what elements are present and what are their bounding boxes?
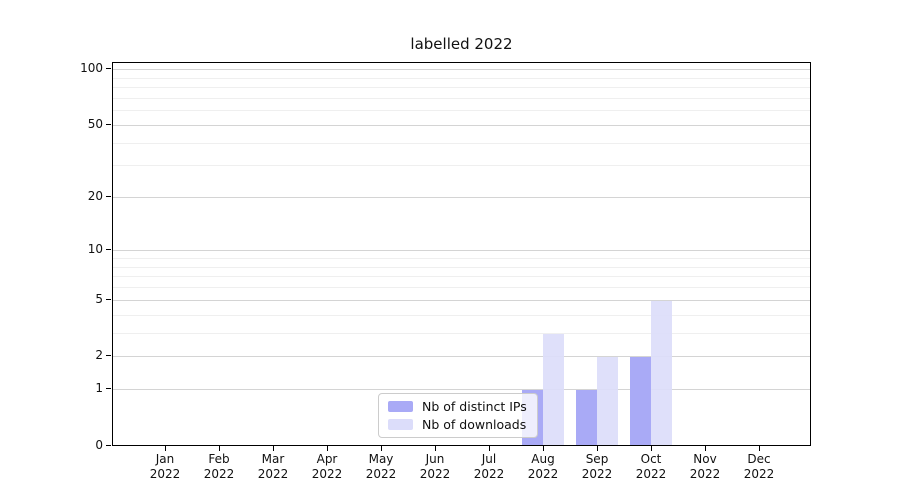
x-tick-label: Aug 2022 [513, 452, 573, 482]
x-tick-month: Feb [208, 452, 230, 466]
legend-item-distinct-ips: Nb of distinct IPs [388, 399, 527, 414]
x-tick-label: Nov 2022 [675, 452, 735, 482]
x-tick-year: 2022 [311, 467, 343, 481]
y-axis-tick [106, 196, 111, 198]
legend-label-downloads: Nb of downloads [422, 417, 527, 432]
x-tick-year: 2022 [527, 467, 559, 481]
legend: Nb of distinct IPs Nb of downloads [378, 393, 538, 438]
y-axis-tick [106, 68, 111, 69]
gridline-minor [113, 165, 810, 167]
y-axis-tick [106, 355, 111, 357]
y-tick-label: 0 [95, 438, 103, 452]
gridline-major [113, 124, 810, 126]
x-tick-year: 2022 [581, 467, 613, 481]
x-axis-tick [435, 446, 436, 451]
gridline-minor [113, 266, 810, 268]
y-tick-label: 20 [87, 189, 103, 204]
gridline-minor [113, 287, 810, 289]
x-tick-month: Jun [425, 452, 445, 466]
legend-swatch-distinct-ips [388, 401, 413, 412]
x-tick-month: Jul [481, 452, 497, 466]
x-tick-label: May 2022 [351, 452, 411, 482]
x-tick-month: Dec [747, 452, 771, 466]
x-tick-month: Oct [640, 452, 662, 466]
gridline-major [113, 197, 810, 199]
x-tick-year: 2022 [203, 467, 235, 481]
legend-item-downloads: Nb of downloads [388, 417, 527, 432]
gridline-minor [113, 77, 810, 79]
x-tick-year: 2022 [365, 467, 397, 481]
x-tick-label: Jul 2022 [459, 452, 519, 482]
x-tick-month: Apr [316, 452, 338, 466]
x-axis-tick [219, 446, 220, 451]
x-tick-year: 2022 [689, 467, 721, 481]
x-tick-label: Oct 2022 [621, 452, 681, 482]
x-tick-label: Apr 2022 [297, 452, 357, 482]
gridline-minor [113, 314, 810, 316]
gridline-major [113, 69, 810, 70]
x-tick-year: 2022 [419, 467, 451, 481]
x-axis-tick [165, 446, 166, 451]
x-tick-month: Aug [531, 452, 555, 466]
y-axis-tick [106, 298, 111, 300]
y-tick-label: 100 [80, 61, 103, 75]
bar-downloads [543, 333, 564, 445]
y-axis-tick [106, 445, 111, 446]
bar-downloads [651, 300, 672, 445]
gridline-minor [113, 332, 810, 334]
x-tick-label: Feb 2022 [189, 452, 249, 482]
x-axis-tick [381, 446, 382, 451]
x-tick-label: Mar 2022 [243, 452, 303, 482]
legend-label-distinct-ips: Nb of distinct IPs [422, 399, 527, 414]
gridline-major [113, 250, 810, 252]
legend-swatch-downloads [388, 419, 413, 430]
y-tick-label: 10 [87, 242, 103, 257]
bar-distinct-ips [576, 390, 597, 445]
x-tick-label: Jun 2022 [405, 452, 465, 482]
x-tick-month: Sep [585, 452, 609, 466]
gridline-major [113, 389, 810, 391]
x-tick-month: Jan [155, 452, 175, 466]
y-axis-tick [106, 388, 111, 390]
y-tick-label: 5 [95, 291, 103, 306]
x-tick-year: 2022 [149, 467, 181, 481]
x-axis-tick [543, 446, 544, 451]
x-axis-tick [273, 446, 274, 451]
x-axis-tick [489, 446, 490, 451]
x-tick-label: Dec 2022 [729, 452, 789, 482]
x-axis-tick [759, 446, 760, 451]
x-axis-tick [327, 446, 328, 451]
gridline-minor [113, 142, 810, 144]
gridline-minor [113, 276, 810, 278]
x-axis-tick [651, 446, 652, 451]
x-axis-tick [705, 446, 706, 451]
gridline-major [113, 356, 810, 358]
x-tick-year: 2022 [743, 467, 775, 481]
gridline-minor [113, 97, 810, 99]
bar-downloads [597, 357, 618, 445]
x-tick-year: 2022 [473, 467, 505, 481]
x-tick-label: Sep 2022 [567, 452, 627, 482]
bar-distinct-ips [630, 357, 651, 445]
gridline-minor [113, 110, 810, 112]
chart-title: labelled 2022 [410, 35, 513, 53]
y-axis-tick [106, 249, 111, 251]
gridline-minor [113, 257, 810, 259]
x-axis-tick [597, 446, 598, 451]
y-tick-label: 50 [87, 116, 103, 131]
x-tick-month: May [368, 452, 394, 466]
y-axis-tick [106, 123, 111, 125]
x-tick-month: Mar [261, 452, 285, 466]
x-tick-label: Jan 2022 [135, 452, 195, 482]
y-tick-label: 2 [95, 348, 103, 363]
x-tick-month: Nov [693, 452, 717, 466]
x-tick-year: 2022 [635, 467, 667, 481]
y-tick-label: 1 [95, 381, 103, 396]
plot-area [112, 62, 811, 446]
x-tick-year: 2022 [257, 467, 289, 481]
gridline-major [113, 299, 810, 301]
gridline-minor [113, 87, 810, 89]
